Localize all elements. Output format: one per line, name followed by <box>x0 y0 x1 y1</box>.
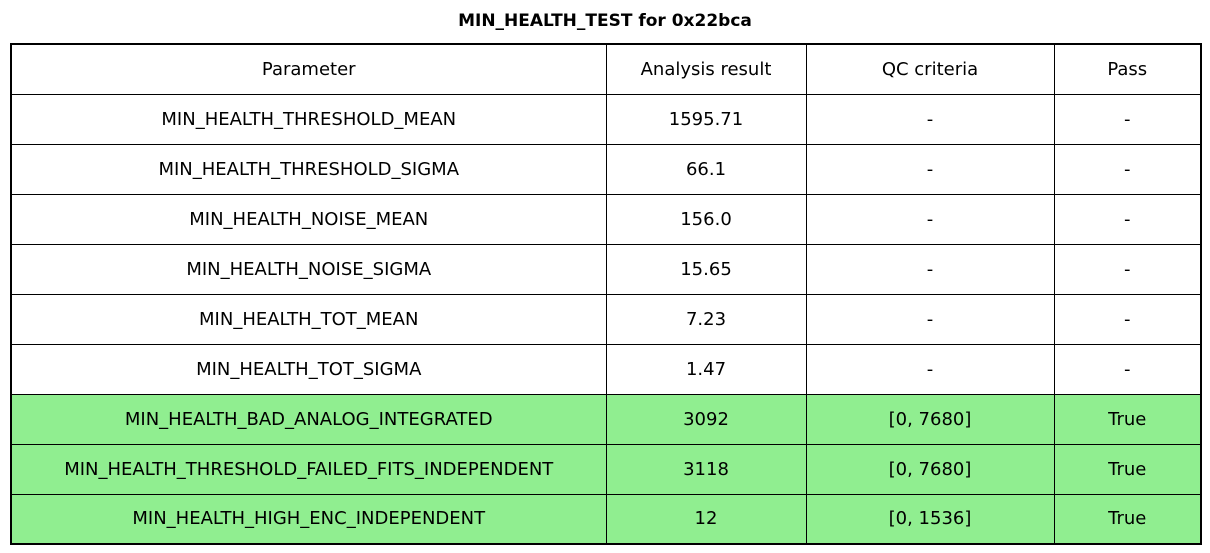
qc-criteria-cell: - <box>805 143 1055 195</box>
table-header-row: Parameter Analysis result QC criteria Pa… <box>10 43 1202 95</box>
analysis-result-cell: 156.0 <box>605 193 807 245</box>
table-row: MIN_HEALTH_THRESHOLD_FAILED_FITS_INDEPEN… <box>10 443 1202 495</box>
table-row: MIN_HEALTH_TOT_SIGMA 1.47 - - <box>10 343 1202 395</box>
qc-criteria-cell: [0, 7680] <box>805 443 1055 495</box>
parameter-cell: MIN_HEALTH_THRESHOLD_SIGMA <box>10 143 607 195</box>
pass-cell: True <box>1053 493 1202 545</box>
qc-criteria-cell: - <box>805 293 1055 345</box>
qc-criteria-cell: - <box>805 343 1055 395</box>
parameter-cell: MIN_HEALTH_TOT_SIGMA <box>10 343 607 395</box>
table-row: MIN_HEALTH_NOISE_SIGMA 15.65 - - <box>10 243 1202 295</box>
parameter-cell: MIN_HEALTH_TOT_MEAN <box>10 293 607 345</box>
analysis-result-cell: 15.65 <box>605 243 807 295</box>
column-header-pass: Pass <box>1053 43 1202 95</box>
parameter-cell: MIN_HEALTH_NOISE_MEAN <box>10 193 607 245</box>
table-row: MIN_HEALTH_BAD_ANALOG_INTEGRATED 3092 [0… <box>10 393 1202 445</box>
qc-criteria-cell: [0, 7680] <box>805 393 1055 445</box>
parameter-cell: MIN_HEALTH_BAD_ANALOG_INTEGRATED <box>10 393 607 445</box>
table-row: MIN_HEALTH_THRESHOLD_SIGMA 66.1 - - <box>10 143 1202 195</box>
column-header-parameter: Parameter <box>10 43 607 95</box>
table-row: MIN_HEALTH_TOT_MEAN 7.23 - - <box>10 293 1202 345</box>
table-row: MIN_HEALTH_THRESHOLD_MEAN 1595.71 - - <box>10 93 1202 145</box>
table-row: MIN_HEALTH_HIGH_ENC_INDEPENDENT 12 [0, 1… <box>10 493 1202 545</box>
analysis-result-cell: 3092 <box>605 393 807 445</box>
analysis-result-cell: 66.1 <box>605 143 807 195</box>
table-row: MIN_HEALTH_NOISE_MEAN 156.0 - - <box>10 193 1202 245</box>
analysis-result-cell: 12 <box>605 493 807 545</box>
pass-cell: - <box>1053 143 1202 195</box>
parameter-cell: MIN_HEALTH_HIGH_ENC_INDEPENDENT <box>10 493 607 545</box>
pass-cell: - <box>1053 193 1202 245</box>
pass-cell: - <box>1053 243 1202 295</box>
qc-criteria-cell: - <box>805 243 1055 295</box>
page-title: MIN_HEALTH_TEST for 0x22bca <box>458 11 752 31</box>
parameter-cell: MIN_HEALTH_THRESHOLD_FAILED_FITS_INDEPEN… <box>10 443 607 495</box>
pass-cell: True <box>1053 393 1202 445</box>
analysis-result-cell: 7.23 <box>605 293 807 345</box>
pass-cell: True <box>1053 443 1202 495</box>
qc-criteria-cell: - <box>805 93 1055 145</box>
analysis-result-cell: 1595.71 <box>605 93 807 145</box>
pass-cell: - <box>1053 343 1202 395</box>
qc-results-table: Parameter Analysis result QC criteria Pa… <box>10 43 1202 545</box>
pass-cell: - <box>1053 293 1202 345</box>
column-header-qc-criteria: QC criteria <box>805 43 1055 95</box>
table-body: MIN_HEALTH_THRESHOLD_MEAN 1595.71 - - MI… <box>10 93 1202 545</box>
parameter-cell: MIN_HEALTH_NOISE_SIGMA <box>10 243 607 295</box>
analysis-result-cell: 1.47 <box>605 343 807 395</box>
pass-cell: - <box>1053 93 1202 145</box>
qc-criteria-cell: - <box>805 193 1055 245</box>
parameter-cell: MIN_HEALTH_THRESHOLD_MEAN <box>10 93 607 145</box>
analysis-result-cell: 3118 <box>605 443 807 495</box>
column-header-analysis-result: Analysis result <box>605 43 807 95</box>
qc-criteria-cell: [0, 1536] <box>805 493 1055 545</box>
